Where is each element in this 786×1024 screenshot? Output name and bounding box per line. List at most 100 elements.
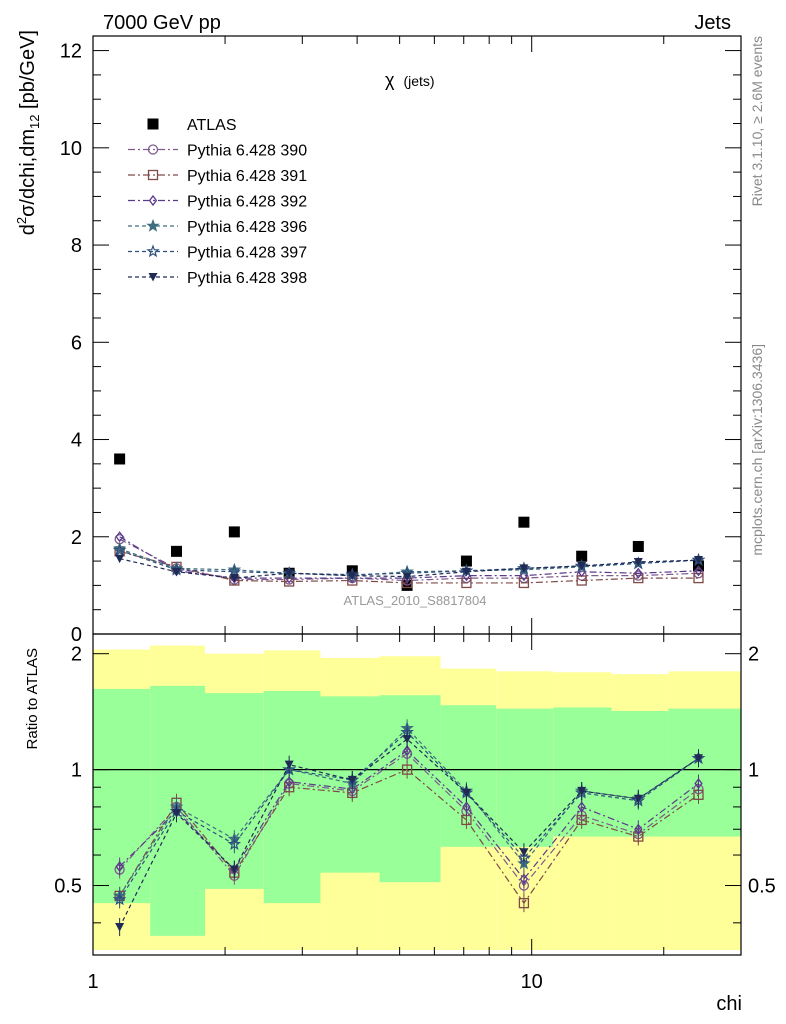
ratio-y-tick-label-right: 1: [748, 760, 759, 782]
mc-point-main: [693, 556, 703, 565]
ratio-y-tick-label-right: 2: [748, 644, 759, 666]
mc-point-main: [115, 554, 125, 564]
ratio-y-axis-label: Ratio to ATLAS: [24, 648, 41, 749]
legend-marker: [146, 218, 160, 232]
y-tick-label: 12: [60, 41, 82, 63]
mc-point-main: [634, 567, 643, 579]
data-point: [518, 516, 530, 528]
ratio-y-tick-label: 0.5: [54, 876, 82, 898]
mc-point-ratio: [634, 823, 643, 835]
legend-entry: ATLAS: [187, 117, 237, 134]
mc-point-ratio: [171, 809, 181, 818]
green-band-bin: [611, 710, 669, 837]
green-band-bin: [668, 708, 741, 837]
mc-point-main: [694, 565, 703, 577]
mc-point-ratio: [694, 777, 703, 790]
legend-marker: [147, 118, 159, 130]
legend-entry: Pythia 6.428 392: [187, 194, 307, 211]
mc-point-ratio: [284, 760, 294, 770]
legend: ATLAS Pythia 6.428 390 Pythia 6.428 391 Pyt…: [128, 117, 307, 287]
series-line-main: [119, 548, 699, 577]
green-band-bin: [553, 707, 612, 837]
legend-marker: [147, 169, 159, 181]
mc-point-main: [519, 564, 529, 573]
mc-point-ratio: [462, 801, 471, 813]
data-point: [632, 540, 644, 552]
rivet-label: Rivet 3.1.10, ≥ 2.6M events: [749, 36, 765, 206]
mc-point-main: [693, 572, 704, 584]
ratio-y-tick-label-right: 0.5: [748, 876, 776, 898]
mc-point-ratio: [112, 892, 127, 906]
ratio-uncertainty-bands: [93, 645, 741, 951]
green-band-bin: [263, 691, 321, 904]
legend-marker: [147, 144, 159, 155]
axes-frame: [92, 35, 742, 956]
data-point: [114, 453, 126, 465]
observable-symbol: χ: [385, 70, 395, 90]
mc-point-main: [347, 571, 357, 581]
mc-point-main: [284, 569, 294, 578]
mc-point-main: [461, 567, 471, 577]
main-y-axis-label: d2σ/dchi,dm12 [pb/GeV]: [14, 30, 42, 235]
y-tick-label: 6: [71, 332, 82, 354]
energy-label: 7000 GeV pp: [103, 12, 221, 34]
mc-point-main: [633, 557, 643, 567]
y-tick-label: 4: [71, 430, 82, 452]
data-point: [228, 526, 240, 538]
mc-point-main: [518, 577, 530, 589]
green-band-bin: [496, 708, 554, 847]
mc-point-main: [229, 574, 239, 583]
data-point: [170, 545, 182, 557]
legend-marker: [146, 244, 160, 258]
mc-point-ratio: [115, 860, 124, 873]
analysis-label: ATLAS_2010_S8817804: [344, 593, 487, 608]
series-line-main: [119, 536, 699, 579]
mc-point-main: [461, 577, 472, 589]
mc-point-ratio: [284, 776, 294, 788]
green-band-bin: [93, 688, 151, 904]
x-tick-label: 10: [521, 971, 543, 993]
mc-point-ratio: [693, 754, 703, 763]
legend-marker: [148, 272, 158, 282]
mc-point-ratio: [115, 923, 125, 932]
mc-point-ratio: [577, 801, 586, 813]
mc-point-ratio: [577, 786, 587, 796]
mc-point-ratio: [401, 764, 413, 775]
ratio-y-tick-label: 1: [71, 760, 82, 782]
mc-point-main: [227, 562, 242, 576]
mc-point-main: [171, 567, 181, 577]
mc-point-ratio: [633, 794, 643, 804]
ratio-panel-series: [112, 719, 706, 937]
mc-point-main: [402, 572, 412, 582]
mc-point-main: [112, 543, 127, 557]
y-tick-label: 8: [71, 235, 82, 257]
data-point: [460, 555, 472, 567]
x-tick-label: 1: [87, 971, 98, 993]
y-tick-label: 0: [71, 624, 82, 646]
mc-point-ratio: [461, 788, 471, 798]
y-tick-label: 2: [71, 527, 82, 549]
data-point: [576, 550, 588, 562]
mc-point-ratio: [402, 745, 412, 757]
mc-point-ratio: [519, 873, 529, 885]
x-axis-label: chi: [716, 993, 742, 1015]
mc-point-main: [112, 541, 127, 555]
green-band-bin: [440, 705, 497, 847]
observable-subscript: (jets): [403, 73, 434, 89]
mc-point-ratio: [402, 735, 412, 744]
process-label: Jets: [694, 12, 731, 34]
mc-point-ratio: [518, 897, 530, 909]
y-tick-label: 10: [60, 138, 82, 160]
ratio-panel-frame: [92, 633, 742, 956]
mc-point-ratio: [519, 848, 529, 857]
green-band-bin: [204, 693, 264, 889]
mcplots-label: mcplots.cern.ch [arXiv:1306.3436]: [749, 344, 765, 556]
mc-point-main: [577, 561, 587, 571]
main-panel-series: [112, 453, 706, 591]
legend-entry: Pythia 6.428 396: [187, 219, 307, 236]
legend-entry: Pythia 6.428 390: [187, 143, 307, 160]
mc-point-ratio: [227, 837, 242, 850]
mc-point-main: [227, 564, 242, 578]
